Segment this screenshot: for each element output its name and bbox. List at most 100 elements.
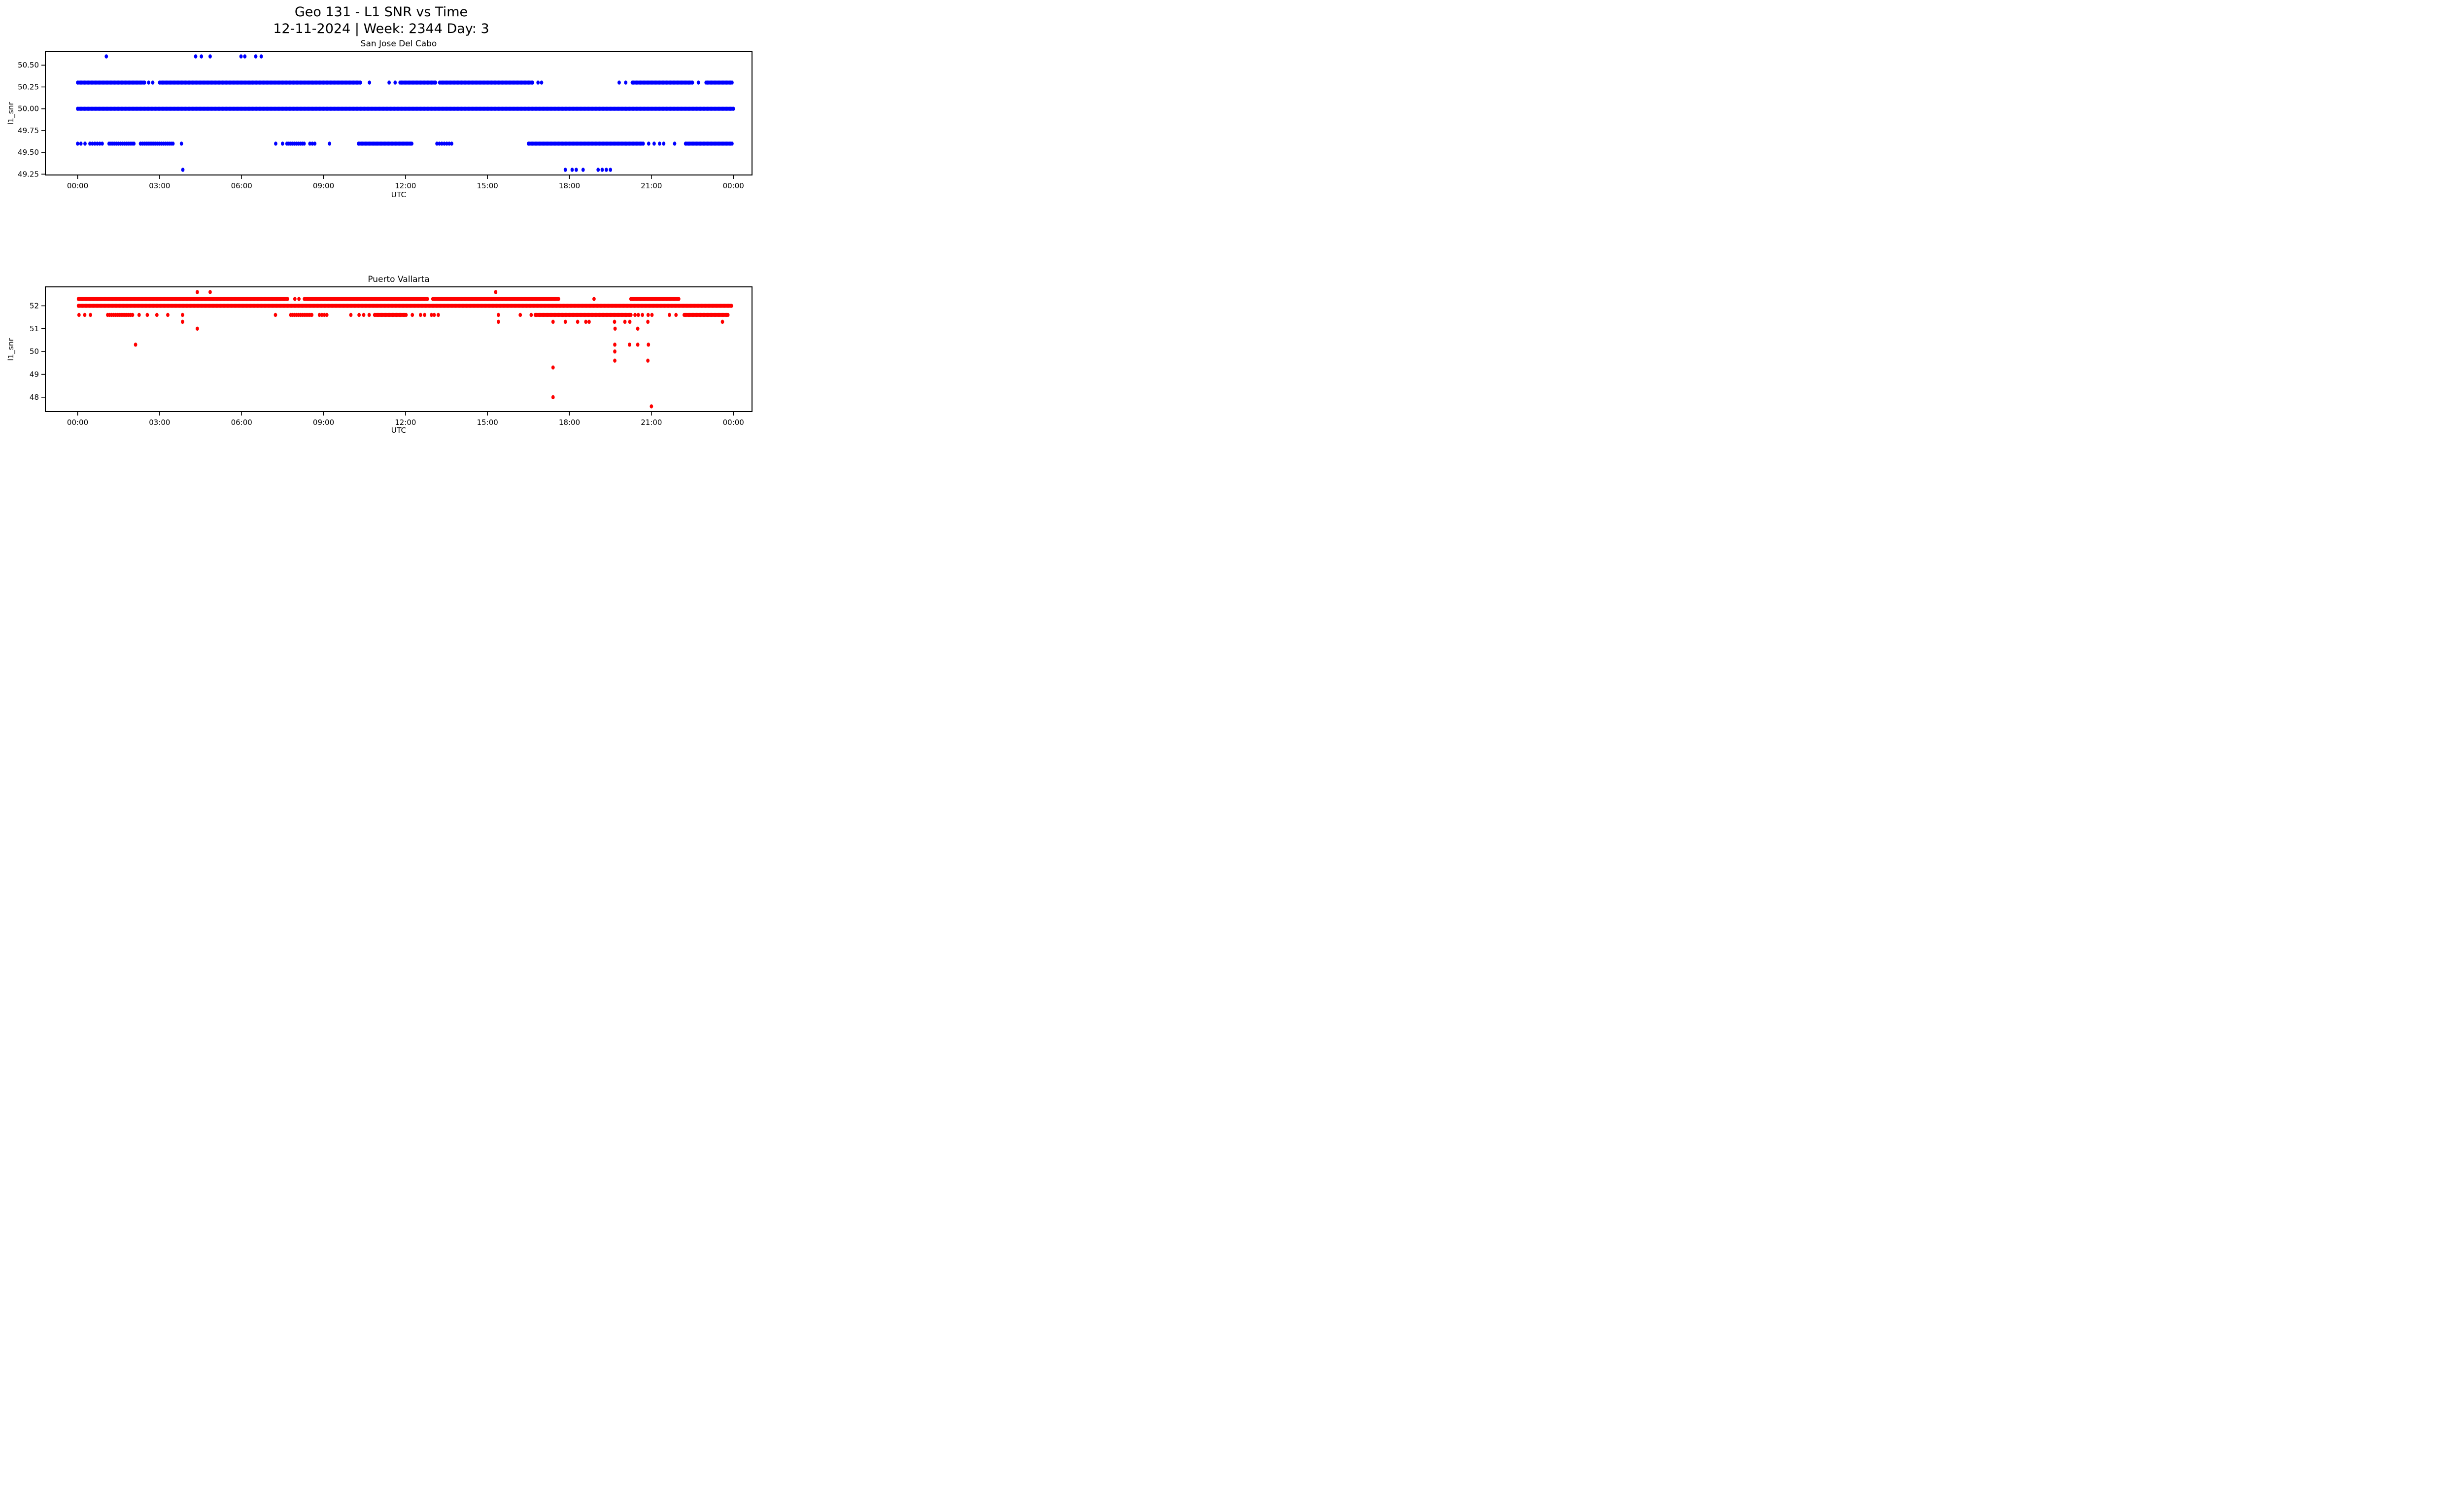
data-point [79, 141, 83, 146]
data-point [658, 141, 661, 146]
data-point [628, 343, 631, 347]
data-point [101, 141, 104, 146]
data-point [496, 313, 500, 317]
figure-canvas: { "header": { "title_line1": "Geo 131 - … [0, 0, 762, 436]
data-point [551, 395, 555, 400]
data-point [404, 313, 408, 317]
data-point [633, 313, 637, 317]
data-point [690, 80, 694, 85]
data-point [584, 319, 588, 324]
y-tick-label: 52 [30, 301, 39, 310]
data-point [629, 313, 633, 317]
y-axis-label-top: l1_snr [6, 102, 15, 125]
data-point [650, 404, 653, 409]
data-point [432, 313, 436, 317]
data-point [636, 343, 640, 347]
data-point [357, 313, 361, 317]
data-point [646, 313, 650, 317]
figure-title: Geo 131 - L1 SNR vs Time [294, 4, 468, 20]
data-point [574, 168, 578, 172]
data-point [730, 80, 734, 85]
data-point [613, 343, 616, 347]
data-point [647, 141, 650, 146]
data-point [494, 290, 498, 294]
x-axis-label-top: UTC [391, 190, 407, 199]
data-point [181, 319, 184, 324]
data-point [551, 365, 555, 370]
data-point [155, 313, 159, 317]
data-point [563, 319, 567, 324]
axes-frame [45, 286, 753, 412]
data-point [617, 80, 621, 85]
y-tick-label: 50.00 [18, 104, 39, 113]
x-tick-label: 09:00 [313, 181, 334, 190]
data-point [636, 313, 640, 317]
y-axis-ticks: 49.25 49.50 49.75 50.00 50.25 50.50 [18, 61, 45, 178]
data-point [576, 319, 580, 324]
data-point [285, 297, 289, 301]
data-point [647, 343, 650, 347]
data-point [142, 80, 146, 85]
data-point [425, 297, 429, 301]
data-point [650, 313, 654, 317]
data-point [280, 141, 284, 146]
data-point [613, 358, 616, 363]
data-point [730, 141, 734, 146]
data-point [536, 80, 540, 85]
data-point [88, 141, 92, 146]
data-point [729, 304, 733, 308]
data-point [181, 168, 185, 172]
x-tick-label: 00:00 [723, 181, 744, 190]
data-point [628, 319, 632, 324]
x-tick-label: 12:00 [395, 181, 416, 190]
data-point [436, 313, 440, 317]
data-point [93, 141, 97, 146]
y-tick-label: 50 [30, 347, 39, 356]
data-point [540, 80, 544, 85]
data-point [254, 54, 258, 59]
data-point [208, 54, 212, 59]
x-tick-label: 21:00 [641, 181, 662, 190]
data-point [274, 141, 277, 146]
data-point [440, 141, 444, 146]
data-point [551, 319, 555, 324]
data-point [418, 313, 422, 317]
data-point [423, 313, 427, 317]
scatter-points [76, 290, 733, 409]
data-point [731, 106, 735, 111]
data-point [720, 319, 724, 324]
data-point [200, 54, 204, 59]
data-point [410, 141, 414, 146]
x-tick-label: 00:00 [723, 418, 744, 427]
data-point [166, 313, 170, 317]
x-axis-label-bottom: UTC [391, 426, 407, 435]
data-point [435, 141, 439, 146]
data-point [646, 358, 650, 363]
data-point [563, 168, 567, 172]
data-point [151, 80, 155, 85]
data-point [641, 313, 644, 317]
data-point [529, 313, 533, 317]
data-point [393, 80, 397, 85]
data-point [518, 313, 522, 317]
data-point [328, 141, 332, 146]
x-tick-label: 03:00 [149, 181, 170, 190]
data-point [243, 54, 247, 59]
data-point [91, 141, 94, 146]
data-point [438, 141, 442, 146]
data-point [387, 80, 391, 85]
x-tick-label: 06:00 [231, 418, 252, 427]
y-tick-label: 51 [30, 324, 39, 333]
x-tick-label: 18:00 [559, 181, 580, 190]
data-point [310, 313, 314, 317]
data-point [317, 313, 321, 317]
data-point [313, 141, 317, 146]
x-tick-label: 21:00 [641, 418, 662, 427]
scatter-points [76, 54, 735, 172]
y-tick-label: 50.25 [18, 82, 39, 91]
data-point [581, 168, 585, 172]
x-tick-label: 03:00 [149, 418, 170, 427]
data-point [556, 297, 560, 301]
data-point [673, 141, 677, 146]
data-point [367, 313, 371, 317]
